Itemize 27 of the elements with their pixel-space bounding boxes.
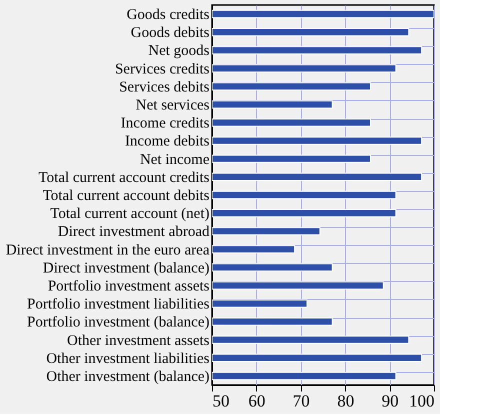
y-tick-label: Portfolio investment liabilities	[27, 296, 210, 313]
y-tick-label: Income credits	[120, 116, 210, 132]
y-tick-label: Direct investment in the euro area	[6, 242, 210, 258]
y-tick-label: Net services	[136, 98, 210, 114]
y-tick-label: Services debits	[119, 79, 210, 96]
y-tick-label: Net income	[140, 152, 210, 168]
y-tick-label: Goods debits	[130, 25, 210, 42]
y-tick-label: Other investment (balance)	[46, 368, 210, 385]
x-tick-label: 80	[337, 392, 354, 410]
x-tick-label: 70	[292, 392, 310, 410]
x-tick-label: 60	[248, 392, 266, 410]
y-tick-label: Direct investment abroad	[58, 224, 210, 240]
y-tick-label: Services credits	[114, 61, 210, 78]
y-tick-label: Other investment assets	[67, 332, 210, 349]
y-tick-label: Total current account (net)	[50, 206, 210, 222]
y-tick-label: Total current account debits	[42, 188, 210, 204]
y-tick-label: Total current account credits	[38, 170, 210, 186]
x-tick-label: 50	[212, 392, 230, 410]
y-tick-label: Portfolio investment assets	[48, 278, 210, 294]
y-tick-label: Other investment liabilities	[46, 350, 210, 367]
y-tick-label: Direct investment (balance)	[42, 260, 210, 276]
x-tick-label: 100	[409, 392, 434, 410]
y-tick-label: Income debits	[124, 134, 210, 150]
x-tick-label: 90	[382, 392, 399, 410]
y-tick-label: Goods credits	[126, 7, 210, 24]
y-tick-label: Net goods	[148, 43, 210, 60]
y-tick-label: Portfolio investment (balance)	[27, 314, 210, 331]
